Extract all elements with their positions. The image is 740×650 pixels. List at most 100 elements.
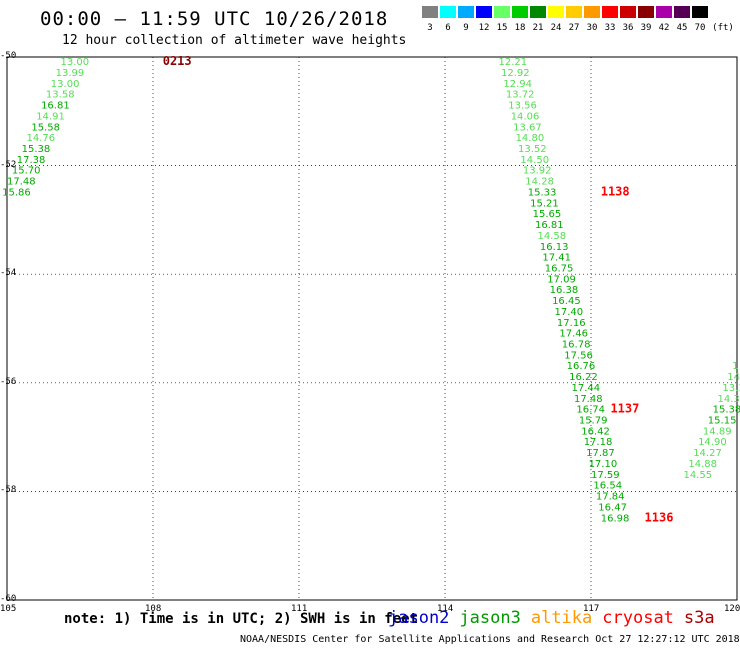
wave-height-value: 16.38 (550, 285, 579, 296)
wave-height-value: 17.44 (572, 383, 601, 394)
wave-height-value: 13.58 (46, 90, 75, 101)
legend-label: 24 (550, 23, 562, 33)
satellite-s3a: s3a (683, 608, 715, 628)
wave-height-value: 17.38 (17, 155, 46, 166)
latitude-label: -56 (0, 376, 17, 387)
legend-unit: (ft) (712, 23, 734, 33)
satellite-altika: altika (530, 608, 593, 628)
wave-height-value: 17.10 (589, 459, 618, 470)
legend-swatch (674, 6, 690, 18)
wave-height-value: 14.89 (703, 426, 732, 437)
legend-swatch (602, 6, 618, 18)
wave-height-value: 16.81 (41, 101, 70, 112)
wave-height-value: 15.38 (713, 405, 740, 416)
wave-height-value: 17.40 (555, 307, 584, 318)
legend-label: 9 (463, 23, 469, 33)
wave-height-value: 14.27 (693, 448, 722, 459)
wave-height-value: 1 (732, 361, 738, 372)
wave-height-value: 15.58 (31, 122, 60, 133)
legend-swatch (494, 6, 510, 18)
wave-height-value: 13.00 (51, 79, 80, 90)
legend-label: 42 (658, 23, 670, 33)
wave-height-value: 16.74 (576, 405, 605, 416)
legend-swatch (422, 6, 438, 18)
wave-height-value: 15.38 (22, 144, 51, 155)
footer-credit: NOAA/NESDIS Center for Satellite Applica… (240, 634, 740, 645)
wave-height-value: 17.59 (591, 470, 620, 481)
wave-height-value: 13.1 (722, 383, 740, 394)
longitude-label: 120 (724, 604, 740, 614)
wave-height-value: 16.22 (569, 372, 598, 383)
wave-height-value: 17.18 (584, 437, 613, 448)
footer-note: note: 1) Time is in UTC; 2) SWH is in fe… (64, 611, 419, 627)
wave-height-value: 16.54 (593, 481, 622, 492)
pass-time-label: 0213 (163, 54, 192, 68)
map-subtitle: 12 hour collection of altimeter wave hei… (62, 33, 407, 48)
wave-height-value: 14.91 (36, 111, 65, 122)
wave-height-value: 17.48 (7, 177, 36, 188)
wave-height-value: 14.55 (683, 470, 712, 481)
wave-height-value: 17.48 (574, 394, 603, 405)
wave-height-value: 15.65 (533, 209, 562, 220)
legend-label: 27 (568, 23, 580, 33)
latitude-label: -52 (0, 159, 17, 170)
latitude-label: -58 (0, 485, 17, 496)
legend-swatch (530, 6, 546, 18)
wave-height-value: 17.84 (596, 492, 625, 503)
legend-swatch (548, 6, 564, 18)
longitude-label: 105 (0, 604, 17, 614)
wave-height-value: 12.92 (501, 68, 530, 79)
wave-height-value: 16.42 (581, 426, 610, 437)
wave-height-value: 14.58 (537, 231, 566, 242)
wave-height-value: 17.87 (586, 448, 615, 459)
wave-height-value: 14 (727, 372, 740, 383)
wave-height-value: 13.72 (506, 90, 535, 101)
longitude-label: 111 (291, 604, 308, 614)
pass-time-label: 1137 (610, 402, 639, 416)
wave-height-value: 13.99 (56, 68, 85, 79)
latitude-label: -50 (0, 51, 17, 61)
legend-label: 21 (532, 23, 544, 33)
legend-label: 36 (622, 23, 634, 33)
legend-label: 70 (694, 23, 706, 33)
wave-height-value: 13.52 (518, 144, 547, 155)
satellite-cryosat: cryosat (602, 608, 674, 628)
wave-height-value: 15.79 (579, 416, 608, 427)
legend-swatch (440, 6, 456, 18)
satellite-jason2: jason2 (388, 608, 450, 628)
wave-height-value: 14.88 (688, 459, 717, 470)
wave-height-value: 14.06 (511, 111, 540, 122)
wave-height-value: 15.15 (708, 416, 737, 427)
map-title: 00:00 – 11:59 UTC 10/26/2018 (40, 8, 389, 30)
wave-height-value: 16.75 (545, 263, 574, 274)
legend-label: 6 (445, 23, 451, 33)
latitude-label: -60 (0, 594, 17, 604)
pass-time-label: 1138 (601, 184, 630, 198)
wave-height-value: 16.45 (552, 296, 581, 307)
latitude-label: -54 (0, 268, 17, 279)
wave-height-value: 13.67 (513, 122, 542, 133)
wave-height-value: 15.70 (12, 166, 41, 177)
legend-swatch (638, 6, 654, 18)
wave-height-value: 15.33 (528, 187, 557, 198)
wave-height-value: 17.56 (564, 350, 593, 361)
wave-height-value: 17.41 (542, 253, 571, 264)
wave-height-value: 13.92 (523, 166, 552, 177)
wave-height-value: 16.81 (535, 220, 564, 231)
wave-height-value: 14.28 (525, 177, 554, 188)
legend-swatch (476, 6, 492, 18)
legend-label: 30 (586, 23, 598, 33)
legend-swatch (656, 6, 672, 18)
wave-height-value: 16.47 (598, 502, 627, 513)
wave-height-value: 16.78 (562, 340, 591, 351)
wave-height-value: 13.00 (61, 57, 90, 68)
wave-height-value: 17.09 (547, 274, 576, 285)
satellite-jason3: jason3 (459, 608, 521, 628)
wave-height-value: 14.33 (718, 394, 740, 405)
wave-height-value: 14.90 (698, 437, 727, 448)
wave-height-value: 16.98 (601, 513, 630, 524)
wave-height-value: 14.76 (26, 133, 55, 144)
wave-height-value: 12.21 (499, 57, 528, 68)
wave-height-value: 13.56 (508, 101, 537, 112)
